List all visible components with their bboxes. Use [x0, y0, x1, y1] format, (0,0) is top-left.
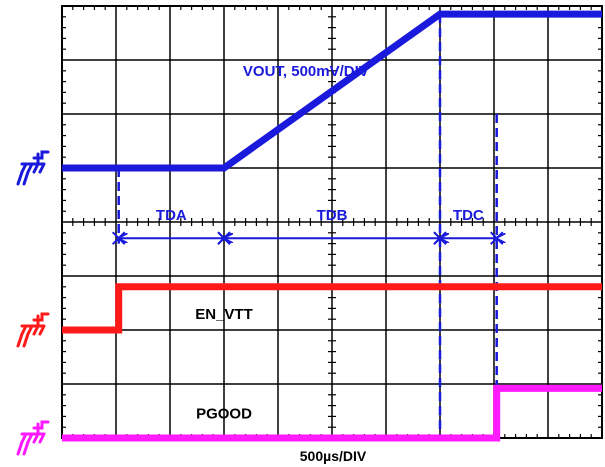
interval-label: TDB	[317, 207, 348, 224]
interval-label: TDA	[156, 207, 187, 224]
grid-layer	[61, 5, 603, 439]
x-axis-label: 500µs/DIV	[300, 448, 367, 464]
trace-annotation: VOUT, 500mV/DIV	[243, 63, 369, 80]
interval-label: TDC	[453, 207, 484, 224]
interval-cross	[433, 231, 447, 245]
interval-cross	[217, 231, 231, 245]
trace-pgood	[62, 384, 602, 442]
trace-layer	[62, 10, 602, 442]
trace-annotation: PGOOD	[196, 406, 252, 423]
marker-layer	[117, 14, 498, 438]
trace-en-vtt	[62, 283, 602, 334]
interval-layer: TDA TDB TDC	[111, 207, 504, 245]
interval-cross	[111, 231, 126, 245]
trace-annotation: EN_VTT	[195, 306, 253, 323]
ground-reference-icon	[16, 312, 50, 348]
ground-marker-layer	[16, 150, 50, 456]
ground-reference-icon	[16, 420, 50, 456]
interval-cross	[489, 231, 504, 245]
ground-reference-icon	[16, 150, 50, 186]
trace-vout	[62, 10, 602, 172]
annotation-layer: VOUT, 500mV/DIV EN_VTT PGOOD	[195, 63, 369, 423]
